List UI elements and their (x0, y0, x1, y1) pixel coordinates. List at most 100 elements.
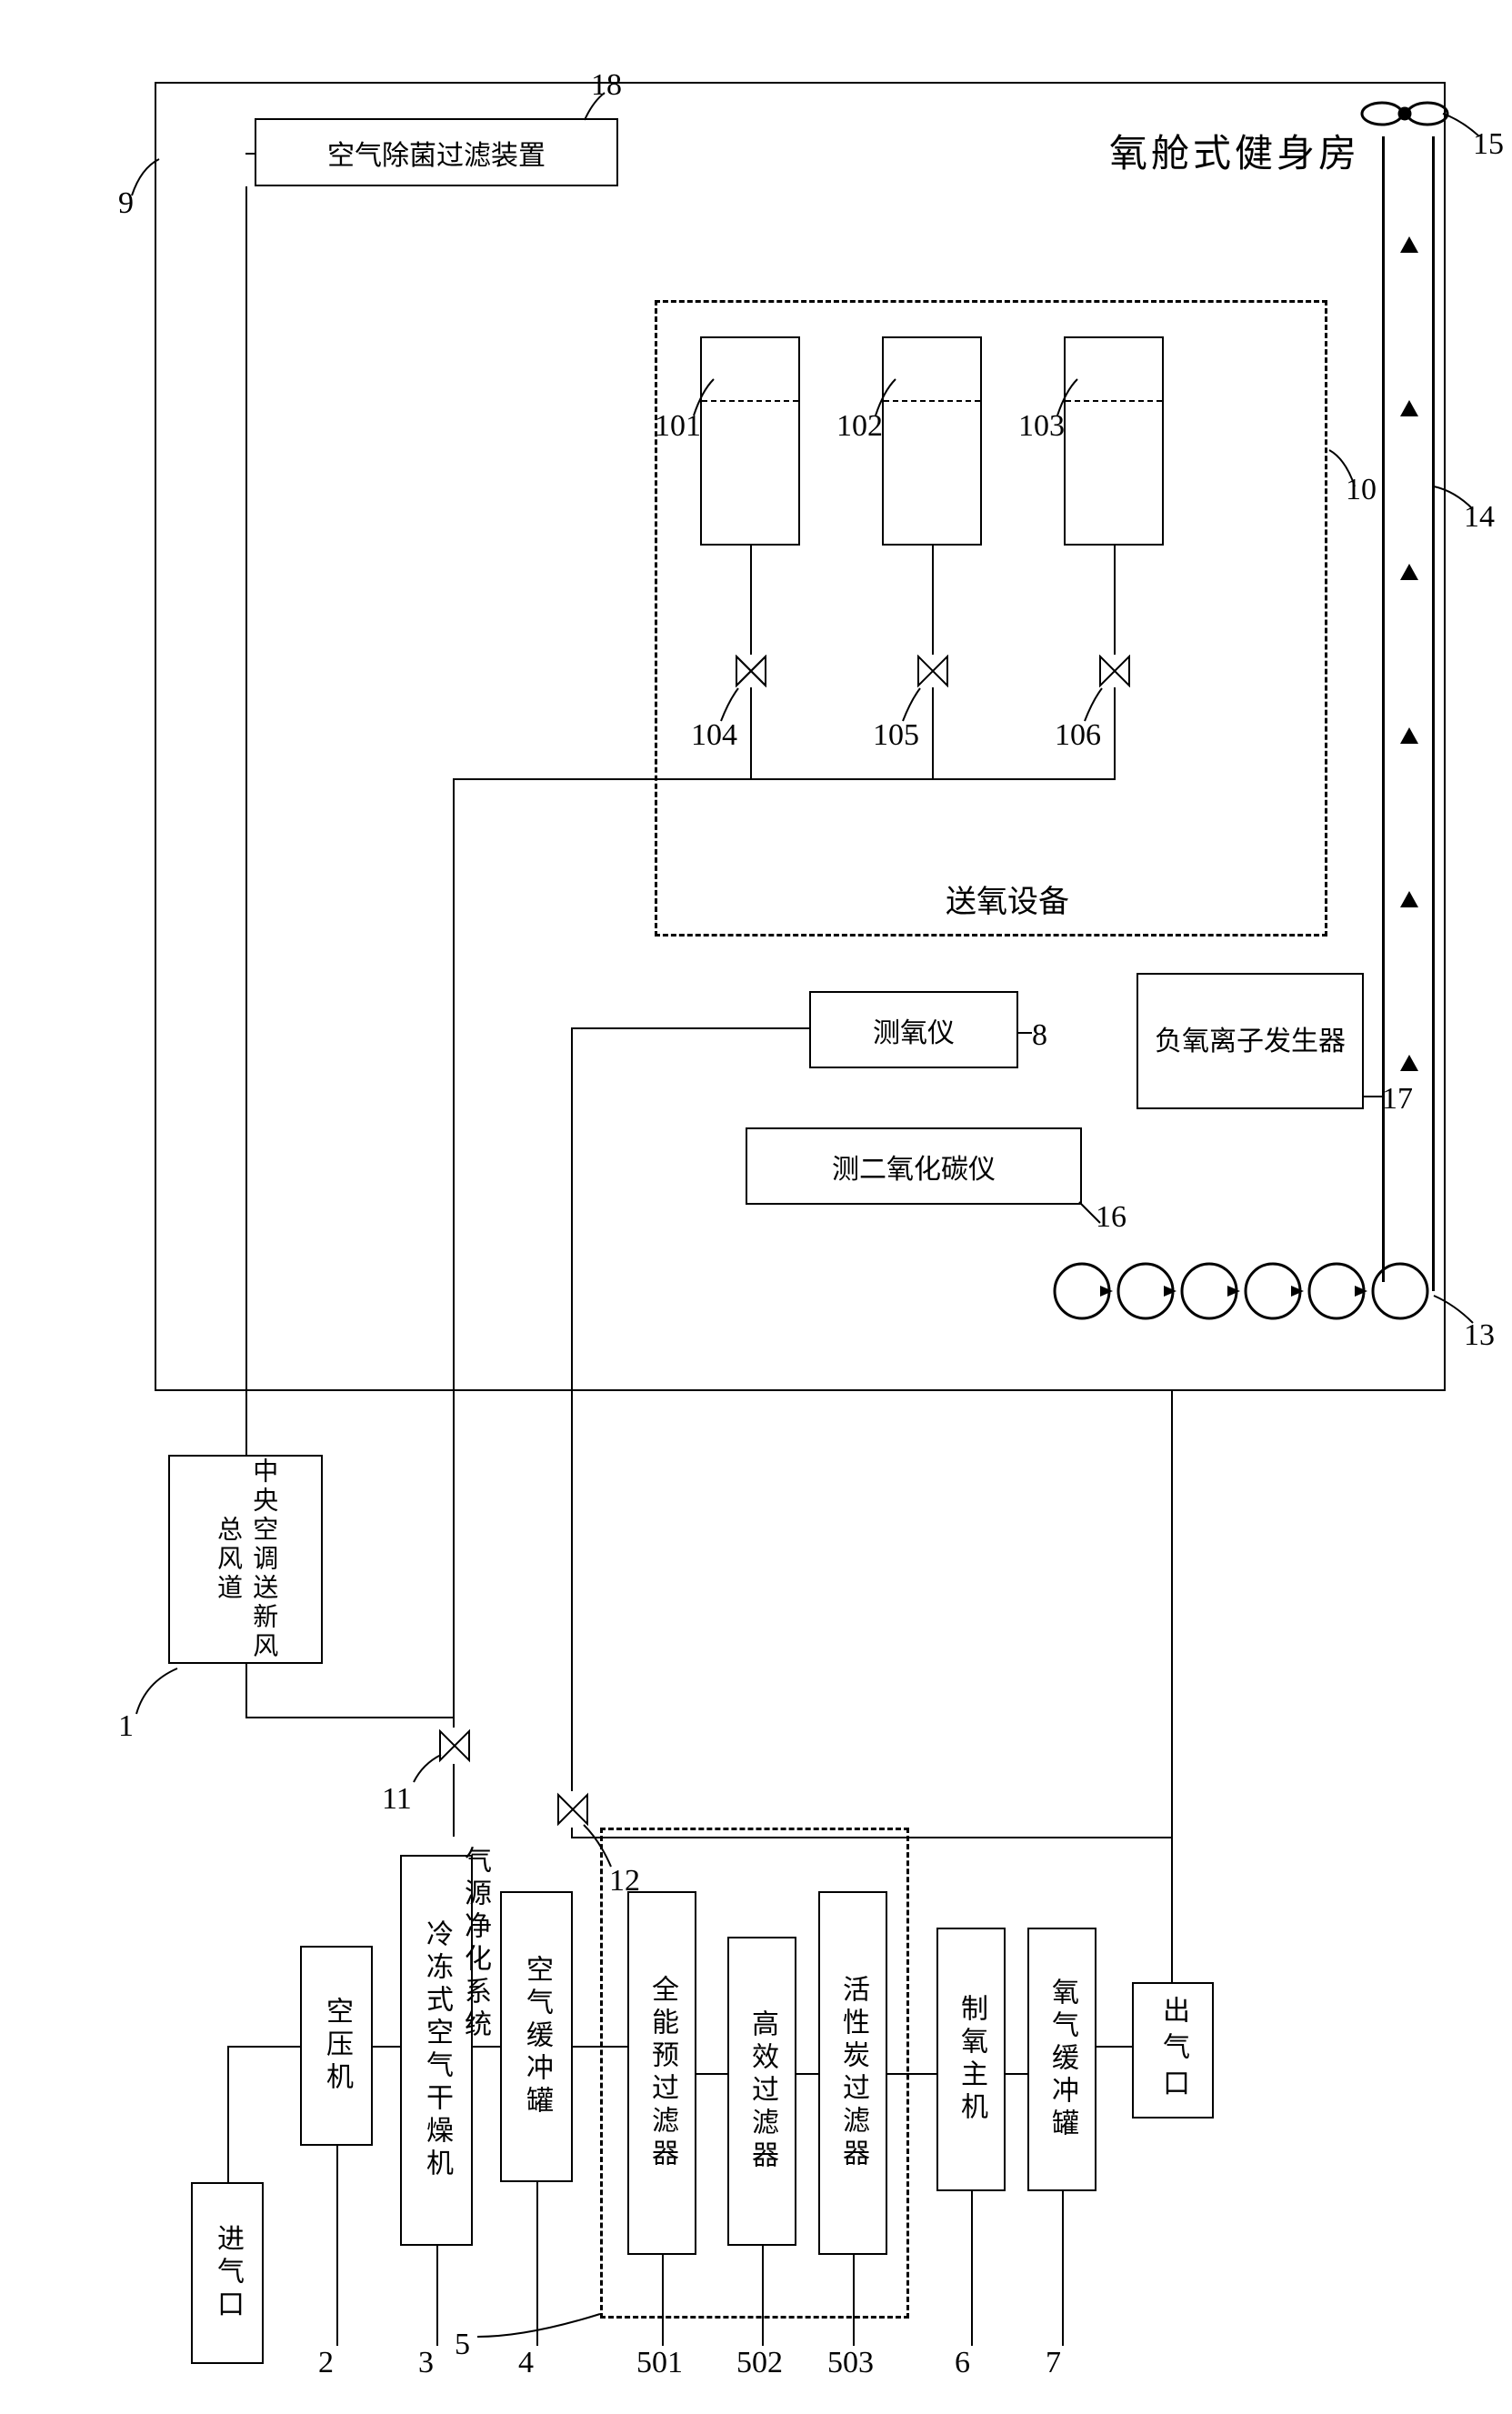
hvac-text: 中央空调送新风总风道 (210, 1457, 281, 1662)
lead-13 (1432, 1291, 1477, 1327)
ref-7: 7 (1046, 2346, 1061, 2380)
inlet-box: 进气口 (191, 2182, 264, 2364)
lead-9 (127, 155, 164, 200)
line-dryer-buf (473, 2046, 500, 2048)
valve-104-icon (735, 655, 767, 687)
pipe-12-up (571, 1391, 573, 1791)
lead-6 (971, 2191, 973, 2346)
pipe-hvac-room (245, 186, 247, 1455)
pipe-out-h (573, 1837, 1173, 1838)
lead-2 (336, 2146, 338, 2346)
air-filter-box: 空气除菌过滤装置 (255, 118, 618, 186)
lead-3 (436, 2246, 438, 2346)
stem-104b (750, 687, 752, 778)
duct-right (1432, 136, 1435, 1291)
ref-503: 503 (827, 2346, 874, 2380)
lead-7 (1062, 2191, 1064, 2346)
tank-103 (1064, 336, 1164, 546)
outlet-box: 出气口 (1132, 1982, 1214, 2119)
valve-12-icon (555, 1791, 591, 1828)
stem-103 (1114, 546, 1116, 655)
carbon-filter-box: 活性炭过滤器 (818, 1891, 887, 2255)
stem-101 (750, 546, 752, 655)
lead-103 (1055, 377, 1082, 418)
compressor-box: 空压机 (300, 1946, 373, 2146)
ref-106: 106 (1055, 718, 1101, 753)
lead-18 (582, 91, 609, 123)
pipe-meter-v (571, 1027, 573, 1391)
ref-104: 104 (691, 718, 737, 753)
lead-10 (1327, 446, 1364, 491)
fan-icon (1355, 82, 1455, 145)
lead-105 (900, 686, 927, 723)
line-pre-high (696, 2073, 727, 2075)
pipe-11-down (453, 1764, 455, 1837)
pipe-room-h1 (453, 778, 656, 780)
lead-502 (762, 2246, 764, 2346)
lead-12 (582, 1823, 618, 1868)
room-title: 氧舱式健身房 (1109, 123, 1360, 178)
o2-meter-box: 测氧仪 (809, 991, 1018, 1068)
lead-106 (1082, 686, 1109, 723)
tank-102 (882, 336, 982, 546)
valve-106-icon (1098, 655, 1131, 687)
lead-5 (473, 2309, 609, 2346)
pipe-hvac-filter (245, 153, 255, 155)
ref-8: 8 (1032, 1018, 1047, 1053)
wheel-row-icon (1046, 1255, 1473, 1327)
diagram-canvas: 进气口 空压机 冷冻式空气干燥机 空气缓冲罐 气源净化系统 全能预过滤器 高效过… (18, 18, 1512, 2396)
pipe-room-v1 (453, 778, 455, 1391)
line-inlet-up (227, 2046, 229, 2182)
stem-102 (932, 546, 934, 655)
pipe-meter-h (571, 1027, 809, 1029)
pipe-hvac-down (245, 1664, 247, 1718)
line-comp-dryer (373, 2046, 400, 2048)
high-filter-box: 高效过滤器 (727, 1937, 796, 2246)
neg-ion-box: 负氧离子发生器 (1137, 973, 1364, 1109)
lead-11 (409, 1750, 446, 1787)
valve-105-icon (916, 655, 949, 687)
hvac-box: 中央空调送新风总风道 (168, 1455, 323, 1664)
tank-101 (700, 336, 800, 546)
ref-4: 4 (518, 2346, 534, 2380)
ref-502: 502 (736, 2346, 783, 2380)
pipe-11-up (453, 1391, 455, 1728)
ref-3: 3 (418, 2346, 434, 2380)
lead-16 (1077, 1200, 1105, 1227)
pre-filter-box: 全能预过滤器 (627, 1891, 696, 2255)
pipe-out-up (1171, 1391, 1173, 1982)
ref-17: 17 (1382, 1082, 1413, 1117)
ref-11: 11 (382, 1782, 412, 1817)
co2-meter-box: 测二氧化碳仪 (746, 1127, 1082, 1205)
line-buf-purify (573, 2046, 627, 2048)
o2-gen-box: 制氧主机 (936, 1928, 1006, 2191)
lead-15 (1441, 109, 1482, 141)
air-buffer-box: 空气缓冲罐 (500, 1891, 573, 2182)
o2-buffer-box: 氧气缓冲罐 (1027, 1928, 1096, 2191)
stem-105b (932, 687, 934, 778)
ref-6: 6 (955, 2346, 970, 2380)
lead-104 (718, 686, 746, 723)
line-o2gen-buf (1006, 2073, 1027, 2075)
pipe-12-down (571, 1828, 573, 1838)
ref-2: 2 (318, 2346, 334, 2380)
lead-17 (1364, 1096, 1382, 1097)
lead-101 (691, 377, 718, 418)
line-purify-o2gen (887, 2073, 936, 2075)
neg-ion-text: 负氧离子发生器 (1155, 1024, 1346, 1059)
stem-106b (1114, 687, 1116, 778)
lead-503 (853, 2255, 855, 2346)
ref-5: 5 (455, 2328, 470, 2362)
lead-14 (1432, 482, 1477, 514)
supply-label: 送氧设备 (936, 873, 1078, 925)
ref-105: 105 (873, 718, 919, 753)
line-buf-out (1096, 2046, 1132, 2048)
line-high-carbon (796, 2073, 818, 2075)
lead-501 (662, 2255, 664, 2346)
ref-12: 12 (609, 1864, 640, 1898)
line-inlet-h (227, 2046, 300, 2048)
lead-102 (873, 377, 900, 418)
purify-title: 气源净化系统 (455, 1846, 495, 2042)
manifold (655, 778, 1116, 780)
lead-8 (1018, 1032, 1032, 1034)
